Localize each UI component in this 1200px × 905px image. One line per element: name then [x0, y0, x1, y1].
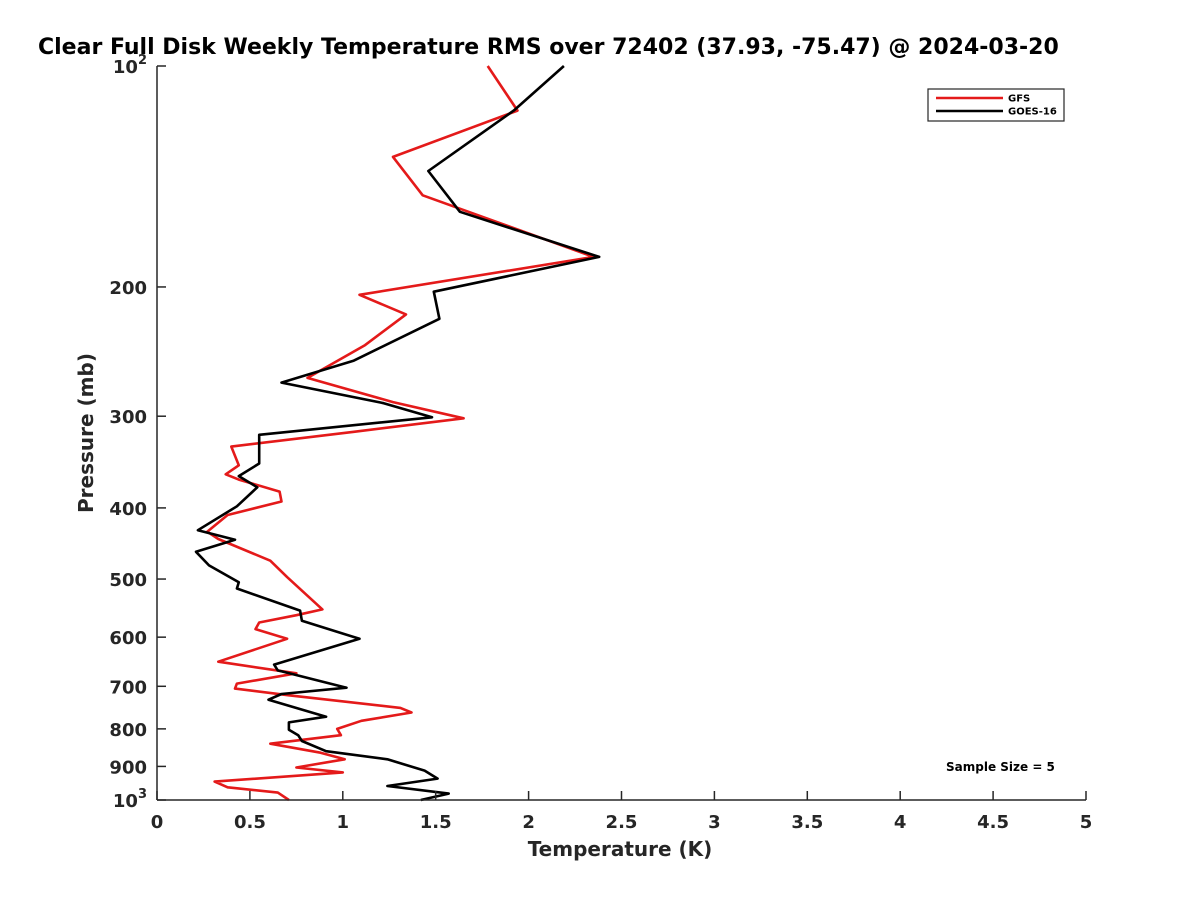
y-tick-label: 300 [109, 407, 147, 428]
x-tick-label: 3.5 [791, 812, 823, 833]
x-tick-label: 0.5 [234, 812, 266, 833]
legend: GFS GOES-16 [927, 88, 1065, 122]
axes-layer [156, 66, 1086, 801]
ticks-layer: 0 0.5 1 1.5 2 2.5 3 3.5 4 4.5 5 102 200 300 400 500 600 7… [109, 53, 1092, 833]
legend-label-gfs: GFS [1008, 94, 1030, 105]
series-line-goes16 [194, 65, 601, 802]
x-tick-label: 5 [1080, 812, 1093, 833]
x-tick-label: 3 [708, 812, 721, 833]
x-tick-label: 2 [522, 812, 535, 833]
x-tick-label: 4.5 [977, 812, 1009, 833]
y-axis-label: Pressure (mb) [74, 353, 98, 513]
x-tick-label: 2.5 [606, 812, 638, 833]
series-line-gfs [205, 65, 595, 802]
y-tick-label: 103 [113, 787, 147, 812]
x-tick-label: 0 [151, 812, 164, 833]
x-tick-label: 1.5 [420, 812, 452, 833]
y-tick-label: 800 [109, 720, 147, 741]
legend-label-goes16: GOES-16 [1008, 107, 1057, 118]
y-tick-label: 700 [109, 677, 147, 698]
y-tick-label: 600 [109, 628, 147, 649]
x-tick-label: 1 [337, 812, 350, 833]
legend-box [927, 88, 1065, 122]
y-tick-label: 400 [109, 499, 147, 520]
y-tick-label: 500 [109, 570, 147, 591]
y-tick-label: 200 [109, 278, 147, 299]
series-layer [194, 65, 601, 802]
y-tick-label: 102 [113, 53, 147, 78]
y-tick-label: 900 [109, 757, 147, 778]
chart-title: Clear Full Disk Weekly Temperature RMS o… [38, 35, 1059, 60]
x-axis-label: Temperature (K) [528, 837, 713, 861]
x-tick-label: 4 [894, 812, 907, 833]
sample-size-annotation: Sample Size = 5 [946, 760, 1055, 774]
